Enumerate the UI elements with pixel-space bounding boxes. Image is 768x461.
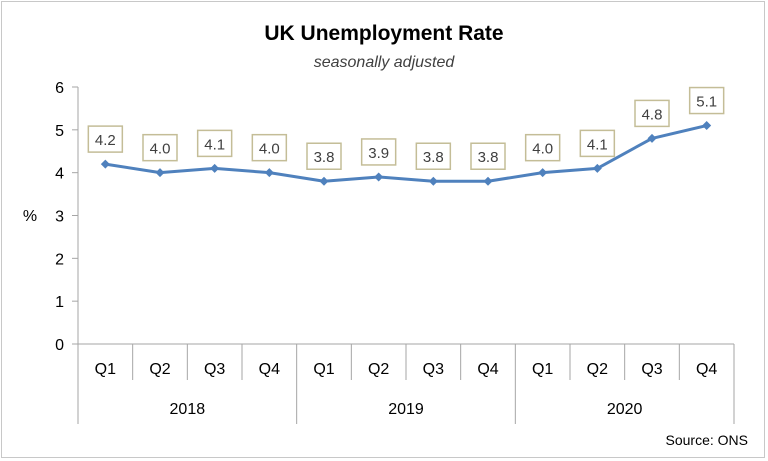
data-label-box: [579, 129, 616, 158]
y-axis-label: %: [23, 208, 37, 225]
data-point: [319, 176, 329, 186]
data-label: 5.1: [696, 94, 717, 111]
x-group-labels: 2018 2019 2020: [170, 401, 643, 418]
data-label-box: [524, 133, 561, 162]
x-tick-label: Q4: [477, 361, 498, 378]
y-tick-label: 6: [55, 80, 64, 97]
x-tick-label: Q2: [368, 361, 389, 378]
data-label: 4.1: [587, 136, 608, 153]
data-point: [483, 176, 493, 186]
data-label: 4.0: [259, 141, 280, 158]
data-label: 4.0: [150, 141, 171, 158]
data-label-box: [196, 129, 233, 158]
x-tick-label: Q4: [696, 361, 717, 378]
data-label: 3.9: [368, 145, 389, 162]
y-tick-label: 2: [55, 251, 64, 268]
x-tick-label: Q3: [641, 361, 662, 378]
data-point: [702, 121, 712, 131]
data-label: 4.1: [204, 136, 225, 153]
x-group-label: 2018: [170, 401, 206, 418]
y-tick-label: 3: [55, 209, 64, 226]
data-label-box: [142, 133, 178, 162]
x-tick-label: Q3: [423, 361, 444, 378]
data-point: [428, 176, 438, 186]
data-point: [264, 168, 274, 178]
axes: [72, 86, 735, 424]
x-tick-label: Q1: [95, 361, 116, 378]
data-label-box: [360, 138, 397, 166]
x-tick-labels: Q1 Q2 Q3 Q4 Q1 Q2 Q3 Q4 Q1 Q2 Q3 Q4: [95, 361, 718, 378]
data-point: [538, 168, 548, 178]
data-label-box: [688, 86, 725, 115]
data-label-box: [634, 99, 670, 128]
y-tick-label: 1: [55, 294, 64, 311]
x-group-label: 2020: [607, 401, 643, 418]
y-tick-label: 4: [55, 166, 64, 183]
y-tick-labels: 0 1 2 3 4 5 6: [55, 80, 64, 354]
x-tick-label: Q2: [587, 361, 608, 378]
data-label: 3.8: [314, 149, 335, 166]
data-point: [374, 172, 384, 182]
data-label-box: [306, 142, 342, 170]
data-label-box: [87, 125, 124, 153]
data-label: 4.2: [95, 132, 116, 149]
data-point: [100, 159, 110, 169]
x-group-label: 2019: [388, 401, 424, 418]
data-label-box: [251, 133, 288, 162]
data-label-box: [470, 142, 506, 170]
source-note: Source: ONS: [666, 432, 748, 448]
series-line: [105, 124, 708, 183]
y-tick-label: 5: [55, 123, 64, 140]
data-label-box: [415, 142, 452, 170]
chart-subtitle: seasonally adjusted: [314, 54, 456, 71]
x-tick-label: Q3: [204, 361, 225, 378]
y-tick-label: 0: [55, 337, 64, 354]
data-point: [592, 163, 602, 173]
series: [100, 121, 712, 186]
x-tick-label: Q1: [313, 361, 334, 378]
data-label: 3.8: [478, 149, 499, 166]
x-tick-label: Q4: [259, 361, 280, 378]
x-tick-label: Q1: [532, 361, 553, 378]
data-label: 4.0: [532, 141, 553, 158]
data-point: [647, 133, 657, 143]
data-label: 3.8: [423, 149, 444, 166]
x-tick-label: Q2: [149, 361, 170, 378]
chart-title: UK Unemployment Rate: [264, 22, 503, 45]
data-point: [155, 168, 165, 178]
data-label: 4.8: [642, 106, 663, 123]
data-point: [210, 163, 220, 173]
data-labels: 4.2 4.0 4.1 4.0 3.8 3.9 3.8 3.8 4.0 4.1 4.8 5.1: [87, 86, 725, 170]
